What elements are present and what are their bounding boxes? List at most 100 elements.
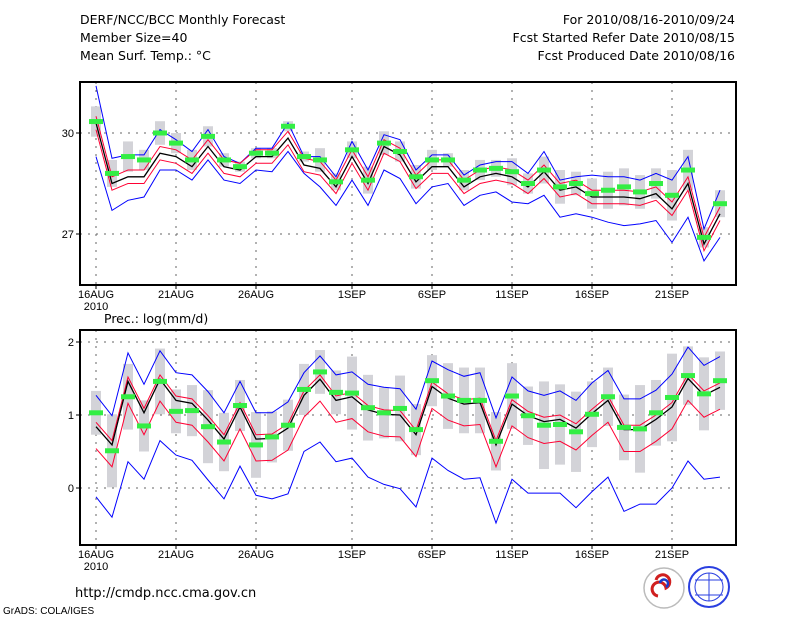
ensemble-marker <box>153 130 167 136</box>
ensemble-marker <box>281 422 295 428</box>
bcc-logo <box>643 567 685 609</box>
temperature-panel: 30 27 16AUG 21AUG 26AUG 1SEP 6SEP 11SEP 16SEP 21S… <box>62 81 737 313</box>
ensemble-marker <box>377 410 391 416</box>
ensemble-marker <box>649 181 663 187</box>
mean-line <box>95 377 721 447</box>
ensemble-marker <box>617 184 631 190</box>
y-tick-label: 1 <box>68 410 74 422</box>
x-tick-label: 16AUG <box>78 549 114 561</box>
ensemble-marker <box>297 386 311 392</box>
ensemble-marker <box>457 177 471 183</box>
y-tick-label: 0 <box>68 483 74 495</box>
ensemble-marker <box>537 422 551 428</box>
ensemble-marker <box>713 201 727 207</box>
min-line <box>95 150 721 262</box>
ensemble-marker <box>377 140 391 146</box>
x-tick-label: 11SEP <box>495 549 528 561</box>
ensemble-marker <box>153 378 167 384</box>
ensemble-marker <box>89 410 103 416</box>
y-tick-label: 30 <box>62 128 74 140</box>
x-tick-label: 16SEP <box>575 549 609 561</box>
ensemble-marker <box>585 411 599 417</box>
x-tick-label: 21AUG <box>158 549 194 561</box>
ensemble-marker <box>553 421 567 427</box>
ensemble-marker <box>681 373 695 379</box>
ensemble-marker <box>489 165 503 171</box>
ensemble-marker <box>425 157 439 163</box>
ensemble-marker <box>569 181 583 187</box>
variable-label: Mean Surf. Temp.: °C <box>80 48 211 63</box>
upper-band-line <box>95 373 721 442</box>
ensemble-marker <box>185 157 199 163</box>
ensemble-marker <box>121 394 135 400</box>
min-line <box>95 439 721 525</box>
x-tick-label: 21SEP <box>655 549 689 561</box>
ensemble-marker <box>425 378 439 384</box>
ensemble-marker <box>409 427 423 433</box>
x-tick-label: 16SEP <box>575 289 609 301</box>
ensemble-marker <box>345 390 359 396</box>
ensemble-marker <box>217 439 231 445</box>
ensemble-marker <box>201 133 215 139</box>
ensemble-marker <box>601 394 615 400</box>
ensemble-marker <box>185 408 199 414</box>
ensemble-marker <box>441 393 455 399</box>
ensemble-marker <box>505 169 519 175</box>
ensemble-marker <box>201 424 215 430</box>
ensemble-marker <box>665 192 679 198</box>
ensemble-marker <box>473 167 487 173</box>
ensemble-marker <box>169 140 183 146</box>
ensemble-marker <box>121 154 135 160</box>
ensemble-marker <box>681 167 695 173</box>
ensemble-marker <box>633 426 647 432</box>
ensemble-marker <box>713 378 727 384</box>
ensemble-marker <box>617 424 631 430</box>
footer-url[interactable]: http://cmdp.ncc.cma.gov.cn <box>75 586 256 601</box>
ensemble-marker <box>473 397 487 403</box>
ensemble-marker <box>441 157 455 163</box>
ensemble-marker <box>233 164 247 170</box>
ensemble-marker <box>633 189 647 195</box>
ensemble-marker <box>329 179 343 185</box>
y-tick-label: 2 <box>68 337 74 349</box>
produced-date: Fcst Produced Date 2010/08/16 <box>537 48 735 63</box>
ensemble-marker <box>313 157 327 163</box>
ensemble-marker <box>361 177 375 183</box>
forecast-range: For 2010/08/16-2010/09/24 <box>563 12 735 27</box>
x-tick-label: 26AUG <box>238 549 274 561</box>
ensemble-marker <box>697 234 711 240</box>
ensemble-marker <box>409 174 423 180</box>
x-year-label: 2010 <box>84 301 108 313</box>
precipitation-panel: 2 1 0 16AUG 21AUG 26AUG 1SEP 6SEP 11SEP 16SEP 21SE… <box>68 329 737 573</box>
grads-credit: GrADS: COLA/IGES <box>3 606 94 617</box>
ensemble-marker <box>521 181 535 187</box>
plot-frame <box>79 81 737 286</box>
plot-frame <box>79 329 737 546</box>
ensemble-marker <box>521 413 535 419</box>
ensemble-marker <box>697 391 711 397</box>
member-size: Member Size=40 <box>80 30 187 45</box>
ensemble-marker <box>313 369 327 375</box>
start-refer-date: Fcst Started Refer Date 2010/08/15 <box>513 30 736 45</box>
upper-band-line <box>95 116 721 239</box>
ensemble-marker <box>329 389 343 395</box>
mean-line <box>95 122 721 246</box>
ensemble-marker <box>137 157 151 163</box>
x-tick-label: 6SEP <box>418 549 446 561</box>
max-line <box>95 85 721 231</box>
x-year-label: 2010 <box>84 561 108 573</box>
ensemble-marker <box>89 119 103 125</box>
ensemble-marker <box>265 150 279 156</box>
ensemble-marker <box>393 149 407 155</box>
ensemble-marker <box>169 408 183 414</box>
ensemble-marker <box>217 157 231 163</box>
ensemble-marker <box>505 393 519 399</box>
ensemble-marker <box>105 448 119 454</box>
x-tick-label: 1SEP <box>338 289 366 301</box>
ensemble-marker <box>601 187 615 193</box>
ensemble-marker <box>297 154 311 160</box>
ensemble-marker <box>233 403 247 409</box>
lower-band-line <box>95 129 721 253</box>
ensemble-marker <box>569 429 583 435</box>
